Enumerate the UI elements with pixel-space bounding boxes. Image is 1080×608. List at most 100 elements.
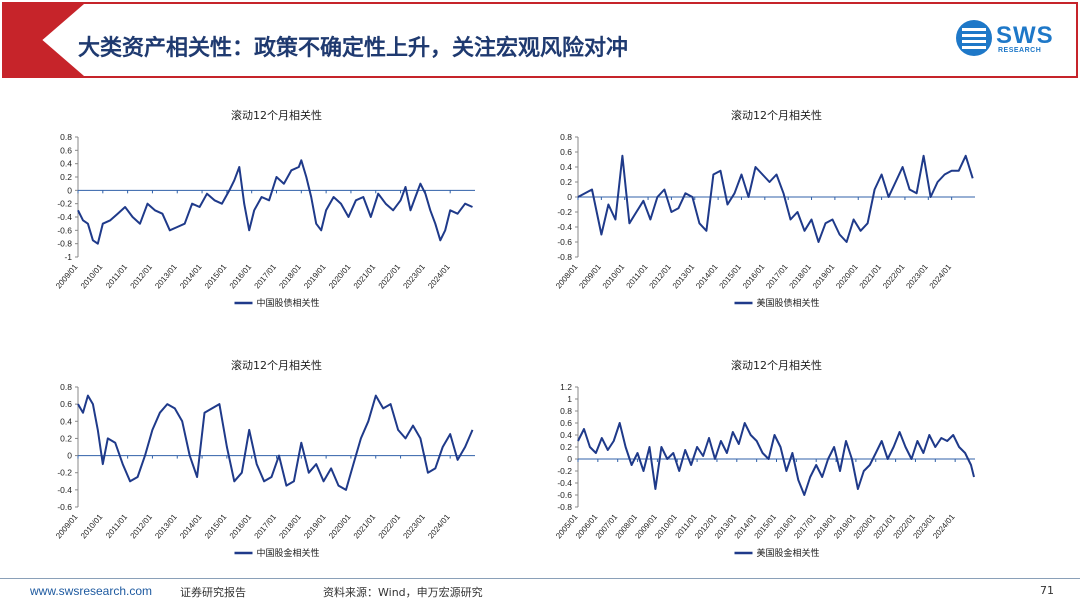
header-chevron-accent: [4, 4, 84, 76]
y-tick-label: 0.2: [560, 442, 572, 452]
chart-svg: 滚动12个月相关性 0.8 0.6 0.4 0.2 0 -0.2 -0.4 -0.6 -0.8 -1…: [54, 108, 475, 309]
x-tick-label: 2016/01: [228, 262, 254, 290]
x-tick-label: 2011/01: [104, 262, 129, 290]
x-tick-label: 2010/01: [79, 262, 105, 290]
y-tick-label: 0.8: [560, 132, 572, 142]
y-tick-label: 0.2: [60, 172, 72, 182]
x-tick-label: 2020/01: [327, 262, 353, 290]
x-tick-label: 2022/01: [881, 262, 907, 290]
x-tick-label: 2018/01: [277, 262, 303, 290]
chart-title: 滚动12个月相关性: [731, 108, 822, 122]
chart-cn-stock-bond: 滚动12个月相关性 0.8 0.6 0.4 0.2 0 -0.2 -0.4 -0.6 -0.8 -1…: [30, 105, 490, 315]
x-tick-label: 2013/01: [153, 512, 179, 540]
chart-title: 滚动12个月相关性: [231, 358, 322, 372]
y-tick-label: 0: [567, 192, 572, 202]
series-line: [77, 394, 474, 491]
y-tick-label: 0.2: [560, 177, 572, 187]
x-tick-label: 2021/01: [352, 512, 378, 540]
y-tick-label: 0.6: [560, 147, 572, 157]
x-tick-label: 2014/01: [178, 262, 204, 290]
legend-label: 中国股债相关性: [257, 297, 320, 309]
x-tick-label: 2020/01: [834, 262, 860, 290]
sws-logo: SWS RESEARCH: [956, 20, 1066, 60]
y-tick-label: -0.8: [557, 252, 572, 262]
x-tick-label: 2023/01: [401, 262, 427, 290]
y-tick-label: -0.2: [57, 199, 72, 209]
x-tick-label: 2022/01: [377, 512, 403, 540]
y-tick-label: -0.6: [557, 237, 572, 247]
x-tick-label: 2010/01: [601, 262, 627, 290]
x-tick-label: 2008/01: [554, 262, 580, 290]
y-tick-label: -0.6: [557, 490, 572, 500]
y-tick-label: 0.2: [60, 433, 72, 443]
footer-label: 证券研究报告: [180, 586, 246, 599]
y-tick-label: 1.2: [560, 382, 572, 392]
logo-sub: RESEARCH: [998, 47, 1042, 54]
legend-label: 美国股金相关性: [757, 547, 820, 559]
y-tick-label: -1: [64, 252, 72, 262]
x-tick-label: 2024/01: [426, 262, 452, 290]
x-tick-label: 2012/01: [647, 262, 673, 290]
y-tick-label: 0.4: [560, 162, 572, 172]
y-tick-label: -0.4: [57, 485, 72, 495]
series-line: [577, 422, 975, 496]
x-tick-label: 2021/01: [858, 262, 884, 290]
logo-name: SWS: [996, 22, 1054, 49]
y-tick-label: -0.4: [57, 212, 72, 222]
chart-us-stock-bond: 滚动12个月相关性 0.8 0.6 0.4 0.2 0 -0.2 -0.4 -0.6 -0.8 20…: [530, 105, 990, 315]
x-tick-label: 2024/01: [928, 262, 954, 290]
y-tick-label: 1: [567, 394, 572, 404]
x-tick-label: 2013/01: [153, 262, 179, 290]
header-frame: [2, 2, 1078, 78]
x-tick-label: 2022/01: [377, 262, 403, 290]
y-tick-label: 0.6: [60, 145, 72, 155]
y-tick-label: 0.4: [60, 416, 72, 426]
x-tick-label: 2019/01: [302, 262, 328, 290]
x-tick-label: 2009/01: [577, 262, 603, 290]
y-tick-label: -0.8: [57, 239, 72, 249]
y-tick-label: -0.6: [57, 225, 72, 235]
x-tick-label: 2024/01: [426, 512, 452, 540]
x-tick-label: 2017/01: [764, 262, 790, 290]
legend-label: 中国股金相关性: [257, 547, 320, 559]
x-tick-label: 2015/01: [203, 512, 229, 540]
y-tick-label: 0.8: [60, 132, 72, 142]
x-tick-label: 2018/01: [277, 512, 303, 540]
x-tick-label: 2011/01: [624, 262, 649, 290]
footer-source: 资料来源：Wind，申万宏源研究: [323, 586, 483, 599]
x-tick-label: 2020/01: [327, 512, 353, 540]
x-tick-label: 2016/01: [228, 512, 254, 540]
x-tick-label: 2009/01: [54, 512, 80, 540]
y-tick-label: 0.4: [60, 159, 72, 169]
series-line: [77, 159, 473, 245]
x-tick-label: 2014/01: [178, 512, 204, 540]
y-tick-label: 0.4: [560, 430, 572, 440]
footer-divider: [0, 578, 1080, 579]
page-number: 71: [1040, 584, 1054, 597]
x-tick-label: 2013/01: [671, 262, 697, 290]
series-line: [577, 154, 974, 243]
x-tick-label: 2017/01: [253, 512, 279, 540]
sws-globe-icon: [956, 20, 992, 56]
x-tick-label: 2023/01: [904, 262, 930, 290]
y-tick-label: 0: [67, 451, 72, 461]
x-tick-label: 2009/01: [54, 262, 80, 290]
chart-title: 滚动12个月相关性: [231, 108, 322, 122]
x-tick-label: 2015/01: [718, 262, 744, 290]
chart-svg: 滚动12个月相关性0.80.60.40.20-0.2-0.4-0.6-0.820…: [554, 108, 975, 309]
y-tick-label: -0.2: [557, 466, 572, 476]
x-tick-label: 2014/01: [694, 262, 720, 290]
y-tick-label: -0.4: [557, 478, 572, 488]
x-tick-label: 2017/01: [253, 262, 279, 290]
chart-cn-stock-gold: 滚动12个月相关性 0.8 0.6 0.4 0.2 0 -0.2 -0.4 -0.6 2009/0…: [30, 355, 490, 565]
footer-website-link[interactable]: www.swsresearch.com: [30, 584, 153, 598]
y-tick-label: 0.6: [560, 418, 572, 428]
legend-label: 美国股债相关性: [757, 297, 820, 309]
chart-svg: 滚动12个月相关性 1.2 1 0.8 0.6 0.4 0.2 0 -0.2 -0.4 -0.6 -0…: [554, 358, 975, 559]
page-title: 大类资产相关性：政策不确定性上升，关注宏观风险对冲: [78, 36, 629, 61]
x-tick-label: 2021/01: [352, 262, 378, 290]
x-tick-label: 2012/01: [128, 512, 154, 540]
x-tick-label: 2019/01: [811, 262, 837, 290]
x-tick-label: 2012/01: [128, 262, 154, 290]
y-tick-label: 0.8: [560, 406, 572, 416]
